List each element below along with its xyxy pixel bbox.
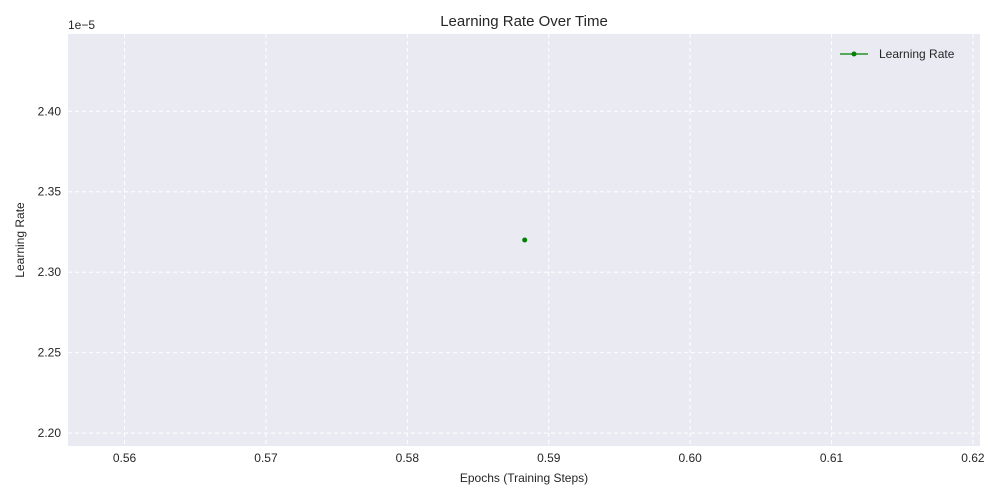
grid-lines (68, 34, 980, 446)
y-tick-label: 2.20 (38, 426, 62, 440)
x-tick-label: 0.60 (678, 451, 702, 465)
legend-point-marker (851, 51, 857, 57)
x-tick-label: 0.57 (254, 451, 278, 465)
y-tick-label: 2.25 (38, 346, 62, 360)
x-axis-ticks: 0.56 0.57 0.58 0.59 0.60 0.61 0.62 (113, 451, 985, 465)
legend-label: Learning Rate (879, 47, 955, 61)
x-tick-label: 0.59 (537, 451, 561, 465)
x-tick-label: 0.58 (396, 451, 420, 465)
x-tick-label: 0.61 (820, 451, 844, 465)
y-axis-offset-label: 1e−5 (68, 18, 95, 32)
chart-title: Learning Rate Over Time (440, 13, 608, 30)
data-point (522, 237, 528, 243)
series-layer (522, 237, 528, 243)
y-axis-ticks: 2.20 2.25 2.30 2.35 2.40 (38, 104, 62, 440)
x-axis-label: Epochs (Training Steps) (460, 471, 588, 485)
y-tick-label: 2.30 (38, 265, 62, 279)
x-tick-label: 0.62 (961, 451, 985, 465)
y-tick-label: 2.40 (38, 104, 62, 118)
y-tick-label: 2.35 (38, 185, 62, 199)
x-tick-label: 0.56 (113, 451, 137, 465)
y-axis-label: Learning Rate (13, 202, 27, 278)
legend: Learning Rate (840, 47, 955, 61)
